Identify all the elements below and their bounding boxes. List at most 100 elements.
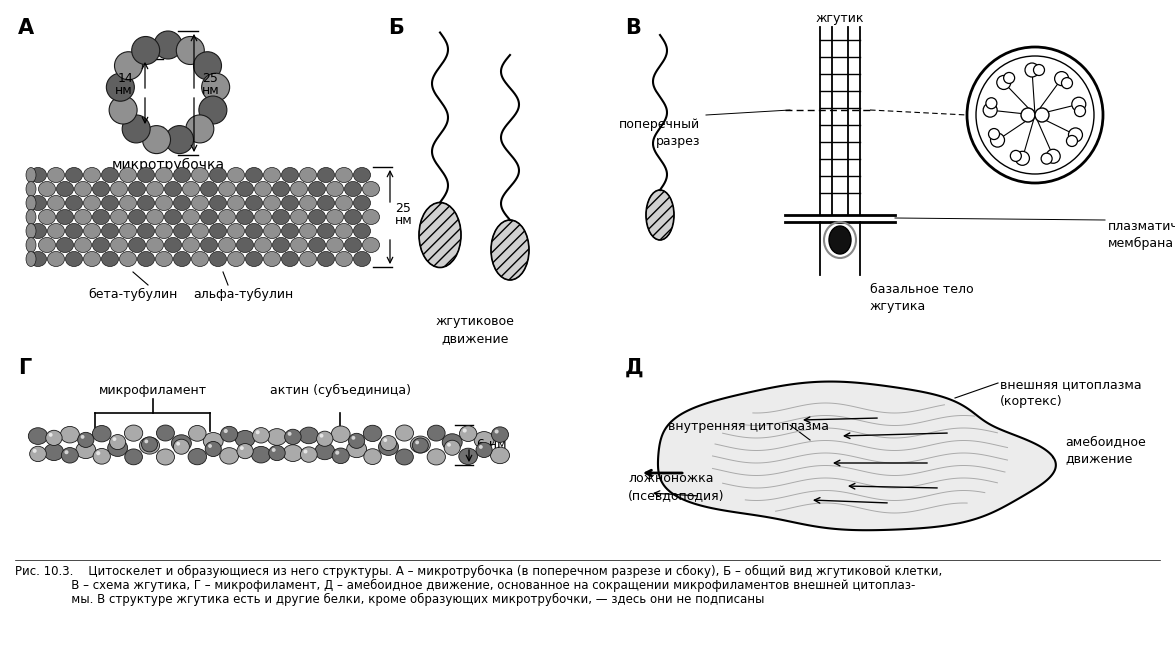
Ellipse shape [128,182,146,197]
Ellipse shape [410,436,430,453]
Ellipse shape [39,237,55,252]
Ellipse shape [428,425,445,441]
Circle shape [351,436,355,440]
Ellipse shape [74,182,92,197]
Ellipse shape [93,426,112,442]
Text: микрофиламент: микрофиламент [99,384,207,397]
Ellipse shape [442,433,462,451]
Circle shape [991,133,1005,147]
Ellipse shape [228,252,244,267]
Ellipse shape [228,195,244,210]
Ellipse shape [74,237,92,252]
Ellipse shape [269,445,286,461]
Circle shape [1046,149,1060,163]
Ellipse shape [300,223,316,239]
Circle shape [107,73,134,101]
Text: Д: Д [625,358,644,378]
Ellipse shape [364,449,382,465]
Text: внутренняя цитоплазма: внутренняя цитоплазма [669,420,830,433]
Ellipse shape [188,448,207,465]
Ellipse shape [182,237,200,252]
Ellipse shape [182,182,200,197]
Ellipse shape [336,168,352,182]
Ellipse shape [45,444,63,461]
Ellipse shape [363,425,382,441]
Circle shape [166,126,194,153]
Circle shape [983,103,998,117]
Ellipse shape [192,252,208,267]
Circle shape [415,441,419,444]
Ellipse shape [378,439,398,455]
Ellipse shape [28,428,48,444]
Ellipse shape [165,237,181,252]
Ellipse shape [120,252,136,267]
Ellipse shape [93,237,109,252]
Ellipse shape [363,210,380,225]
Ellipse shape [209,195,227,210]
Text: актин (субъединица): актин (субъединица) [269,384,410,397]
Ellipse shape [246,168,262,182]
Ellipse shape [347,441,367,457]
Ellipse shape [344,210,362,225]
Text: нм: нм [202,83,220,96]
Text: 6 нм: 6 нм [477,439,506,452]
Text: микротрубочка: микротрубочка [112,158,224,172]
Ellipse shape [309,237,325,252]
Circle shape [1068,128,1082,142]
Ellipse shape [228,168,244,182]
Ellipse shape [263,252,281,267]
Ellipse shape [246,223,262,239]
Circle shape [271,448,276,452]
Ellipse shape [300,427,318,444]
Ellipse shape [317,195,335,210]
Circle shape [113,437,116,441]
Ellipse shape [56,182,74,197]
Ellipse shape [29,446,46,461]
Ellipse shape [273,237,289,252]
Ellipse shape [155,252,173,267]
Ellipse shape [147,182,163,197]
Ellipse shape [56,237,74,252]
Text: поперечный
разрез: поперечный разрез [619,118,700,148]
Text: базальное тело
жгутика: базальное тело жгутика [870,283,974,313]
Circle shape [1041,153,1052,164]
Ellipse shape [101,223,119,239]
Circle shape [1055,72,1068,85]
Ellipse shape [363,182,380,197]
Ellipse shape [219,237,235,252]
Ellipse shape [39,182,55,197]
Ellipse shape [83,168,101,182]
Circle shape [1035,108,1049,122]
Ellipse shape [26,237,36,252]
Ellipse shape [137,252,154,267]
Ellipse shape [300,195,316,210]
Ellipse shape [282,195,298,210]
Circle shape [122,115,150,143]
Ellipse shape [336,195,352,210]
Ellipse shape [110,182,128,197]
Ellipse shape [830,226,851,254]
Ellipse shape [174,439,189,454]
Ellipse shape [155,223,173,239]
Circle shape [186,115,214,143]
Circle shape [996,76,1010,89]
Ellipse shape [309,182,325,197]
Ellipse shape [273,210,289,225]
Text: мы. В структуре жгутика есть и другие белки, кроме образующих микротрубочки, — з: мы. В структуре жгутика есть и другие бе… [15,593,765,606]
Ellipse shape [490,447,510,464]
Ellipse shape [444,440,461,455]
Circle shape [1010,150,1021,161]
Text: бета-тубулин: бета-тубулин [88,288,177,301]
Text: Б: Б [388,18,404,38]
Ellipse shape [354,195,370,210]
Ellipse shape [220,448,239,464]
Ellipse shape [83,223,101,239]
Ellipse shape [147,210,163,225]
Ellipse shape [156,425,174,441]
Text: ложноножка
(псевдоподия): ложноножка (псевдоподия) [627,472,725,502]
Ellipse shape [78,432,94,448]
Ellipse shape [412,438,429,453]
Ellipse shape [83,195,101,210]
Ellipse shape [83,252,101,267]
Circle shape [109,96,137,124]
